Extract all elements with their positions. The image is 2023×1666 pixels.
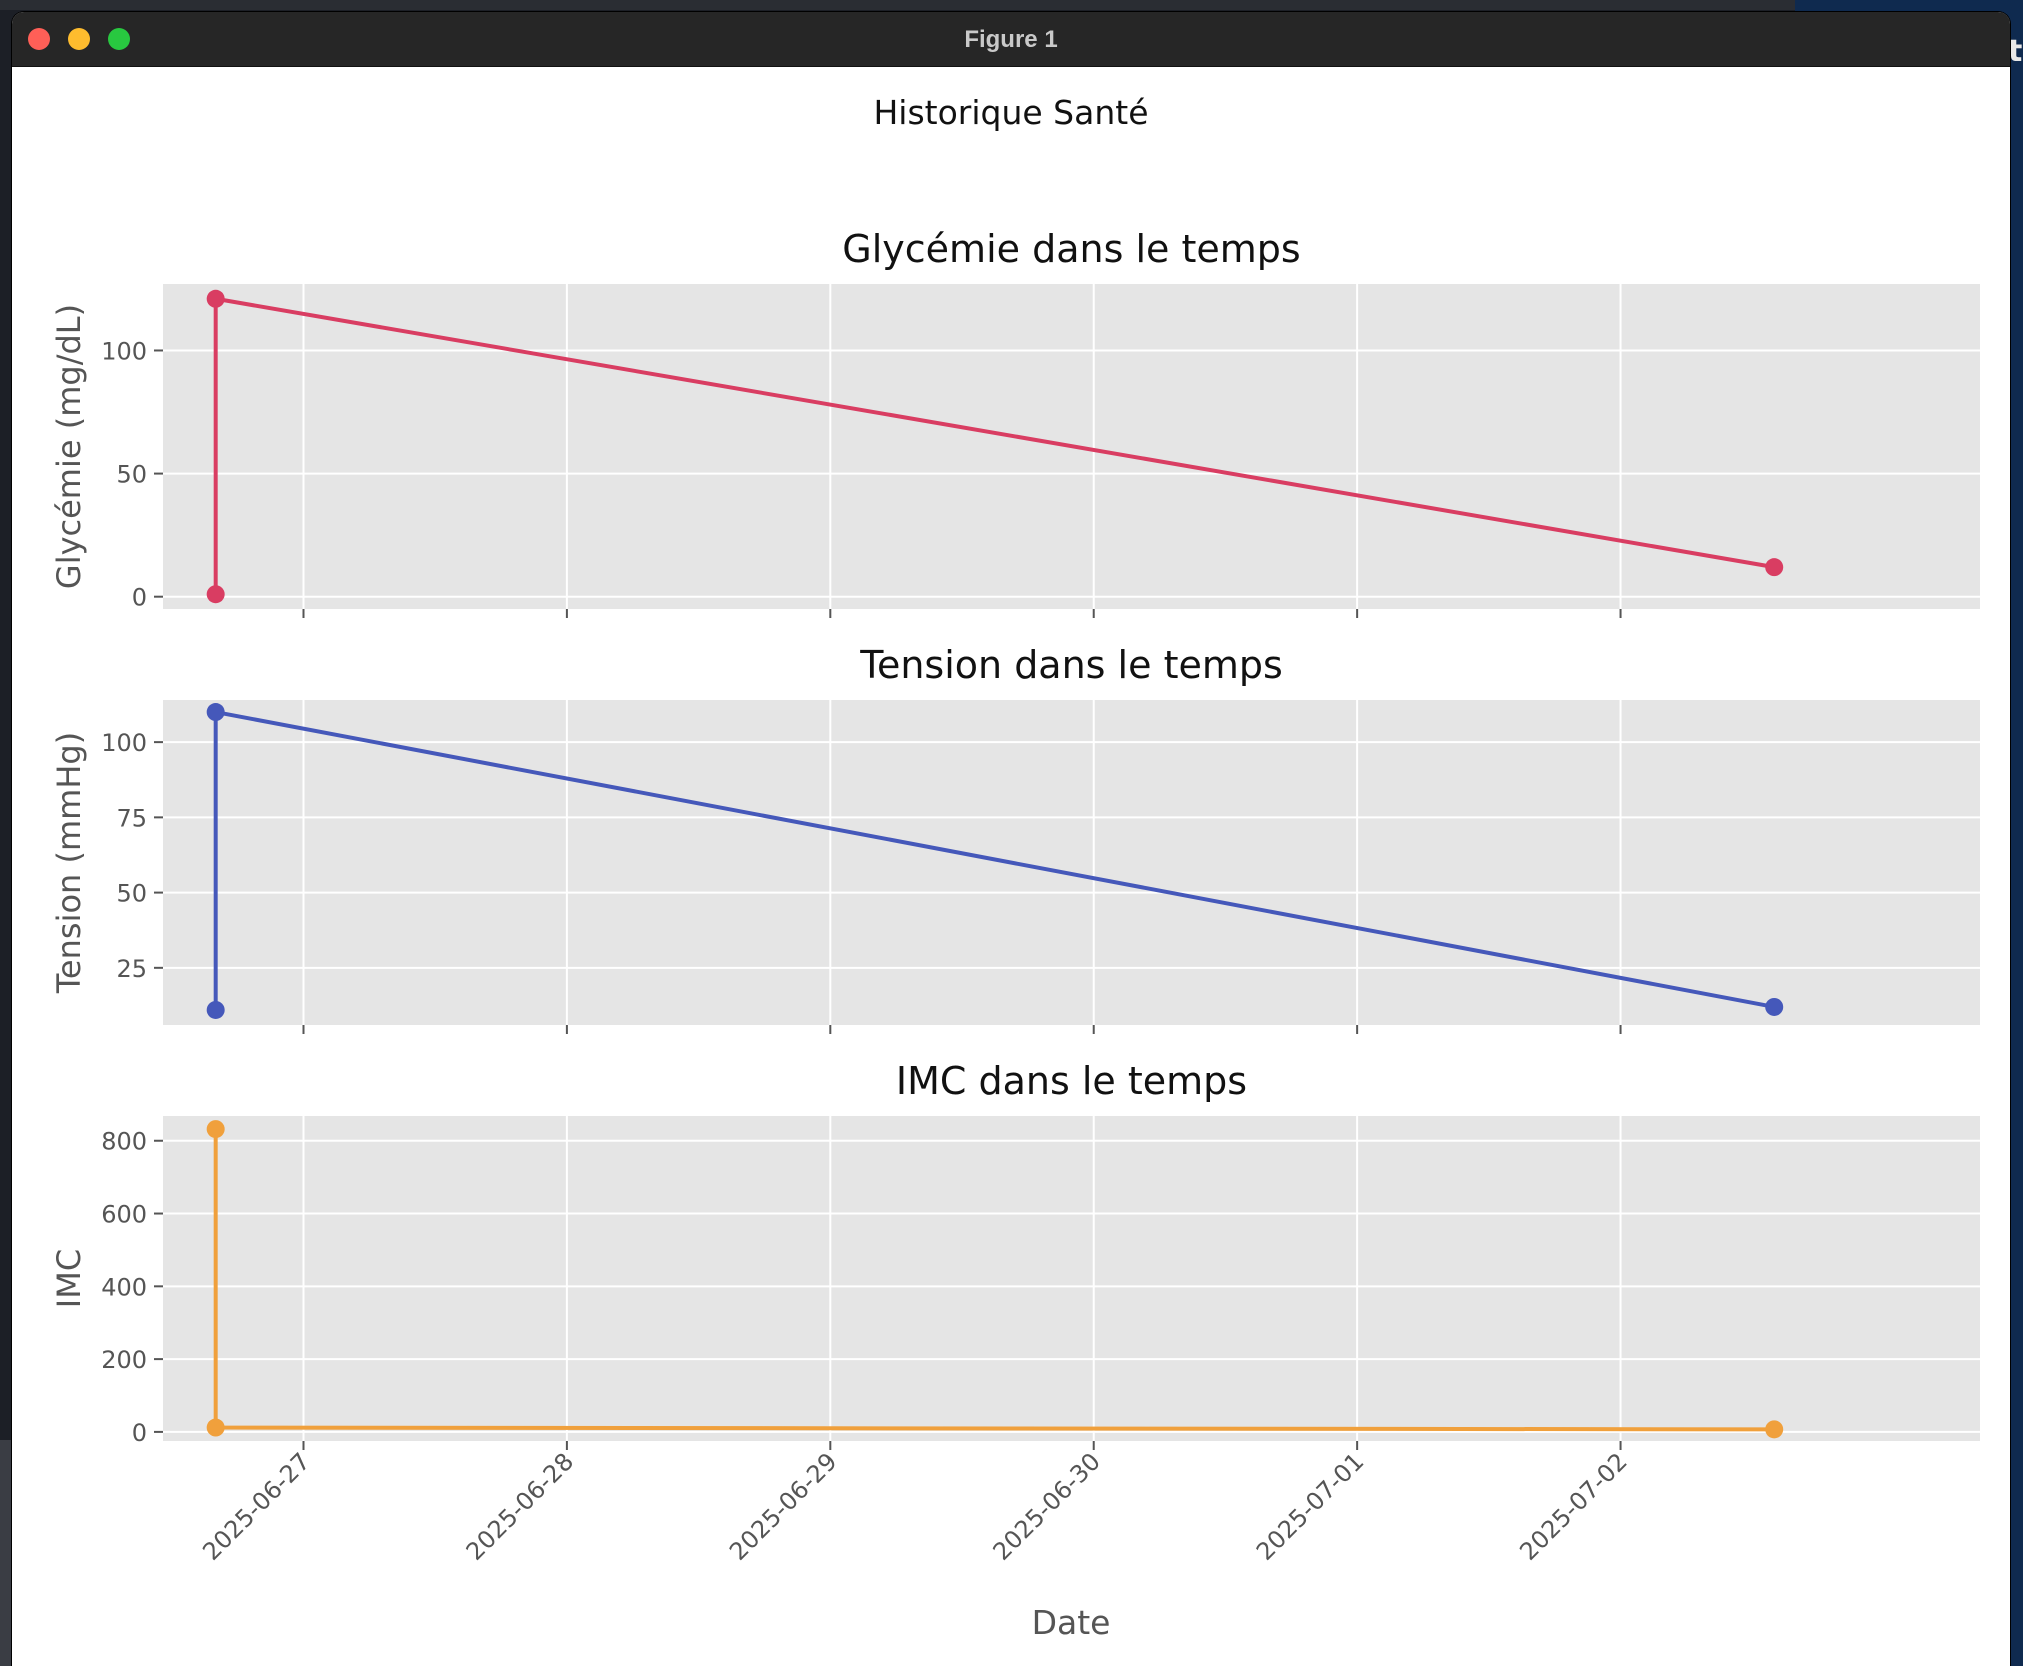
desktop-background-top (0, 0, 2023, 10)
y-axis-label: Tension (mmHg) (50, 732, 88, 994)
data-point (1765, 1420, 1784, 1439)
y-tick-label: 0 (132, 1419, 147, 1447)
data-point (1765, 997, 1784, 1016)
y-tick-label: 400 (101, 1273, 147, 1301)
health-history-figure: Historique Santé 0 50 100 Glycémie dans le … (50, 93, 1980, 1642)
y-tick-label: 100 (101, 337, 147, 365)
y-tick-label: 100 (101, 729, 147, 757)
chart-title: Tension dans le temps (859, 643, 1283, 687)
data-point (206, 289, 225, 308)
y-tick-label: 75 (116, 804, 147, 832)
x-tick-label: 2025-06-27 (197, 1447, 315, 1565)
data-point (1765, 558, 1784, 577)
plot-area (163, 700, 1980, 1025)
x-tick-label: 2025-06-30 (988, 1447, 1106, 1565)
background-window-fragment: t (2008, 34, 2023, 69)
x-tick-label: 2025-06-29 (724, 1447, 842, 1565)
y-tick-label: 200 (101, 1346, 147, 1374)
desktop-background-left (0, 1440, 12, 1666)
window-title: Figure 1 (964, 26, 1058, 53)
figure-window: Figure 1 Historique Santé 0 50 100 Glycémie… (12, 12, 2010, 1666)
x-tick-label: 2025-06-28 (461, 1447, 579, 1565)
y-tick-label: 50 (116, 880, 147, 908)
y-axis-label: Glycémie (mg/dL) (50, 304, 88, 589)
data-point (206, 1120, 225, 1139)
minimize-button[interactable] (68, 28, 90, 50)
chart-panel-1: 0 50 100 Glycémie dans le temps Glycémie (mg… (50, 227, 1980, 618)
maximize-button[interactable] (108, 28, 130, 50)
x-tick-label: 2025-07-02 (1514, 1447, 1632, 1565)
y-tick-label: 25 (116, 955, 147, 983)
data-point (206, 1000, 225, 1019)
y-axis-label: IMC (50, 1249, 88, 1308)
chart-title: Glycémie dans le temps (842, 227, 1300, 271)
chart-panel-3: 0 200 400 600 800 IMC dans le temps IMC 2025-06… (50, 1059, 1980, 1566)
figure-suptitle: Historique Santé (873, 93, 1148, 132)
x-axis-label: Date (1032, 1603, 1111, 1642)
data-point (206, 703, 225, 722)
data-point (206, 585, 225, 604)
data-point (206, 1418, 225, 1437)
y-tick-label: 0 (132, 584, 147, 612)
close-button[interactable] (28, 28, 50, 50)
x-tick-label: 2025-07-01 (1251, 1447, 1369, 1565)
plot-area (163, 1116, 1980, 1441)
chart-panel-2: 25 50 75 100 Tension dans le temps Tension (m… (50, 643, 1980, 1034)
y-tick-label: 600 (101, 1201, 147, 1229)
y-tick-label: 800 (101, 1128, 147, 1156)
y-tick-label: 50 (116, 461, 147, 489)
chart-title: IMC dans le temps (896, 1059, 1247, 1103)
window-titlebar[interactable]: Figure 1 (12, 12, 2010, 67)
